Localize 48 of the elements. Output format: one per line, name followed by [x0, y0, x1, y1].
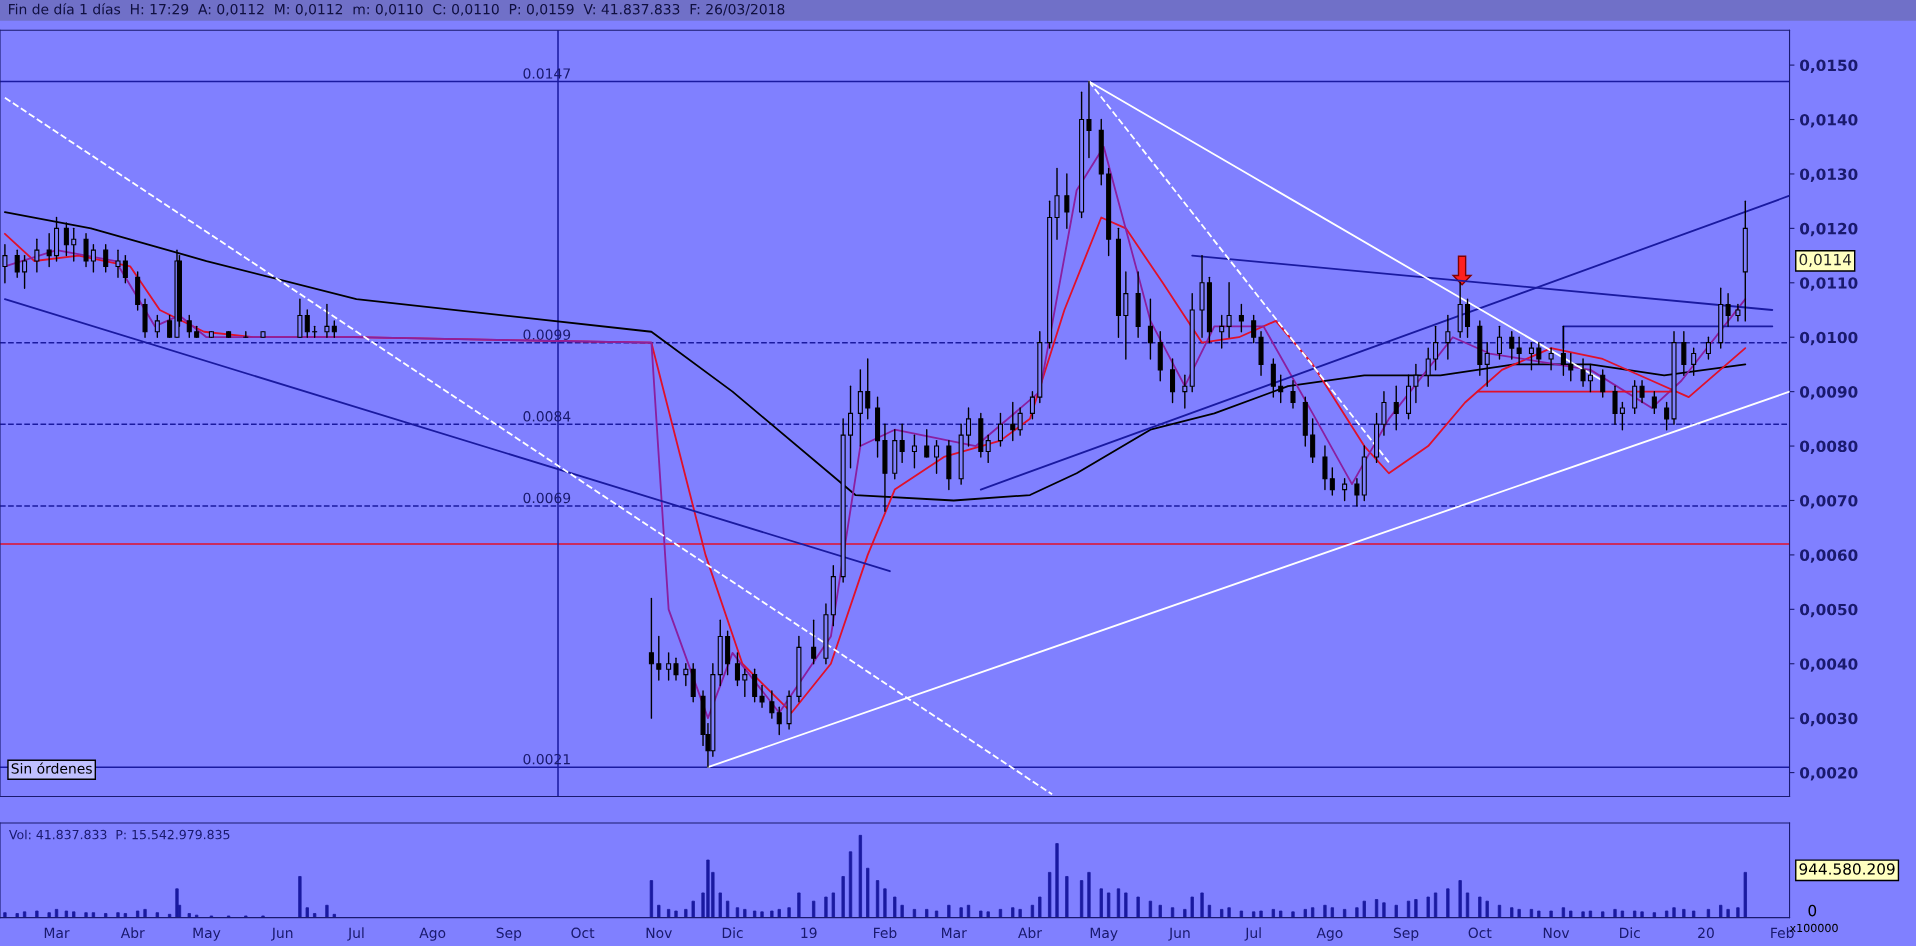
- x-tick-label: Abr: [120, 927, 145, 939]
- ref-line-label: 0.0147: [523, 68, 570, 79]
- y-tick-label: 0,0120: [1800, 222, 1858, 237]
- ref-line-label: 0.0069: [523, 492, 571, 504]
- x-tick-label: Jun: [1168, 927, 1190, 941]
- x-tick-label: Ago: [419, 927, 446, 941]
- x-tick-label: Sep: [496, 927, 522, 941]
- text: 944.580.209: [1799, 863, 1895, 875]
- y-tick-label: 0,0060: [1800, 549, 1858, 563]
- x-tick-label: Abr: [1018, 927, 1042, 939]
- x-tick-label: Jul: [347, 927, 364, 941]
- x-tick-label: Nov: [1543, 927, 1570, 939]
- x-tick-label: Ago: [1316, 927, 1343, 941]
- text: 0: [1808, 904, 1817, 917]
- y-tick-label: 0,0050: [1800, 603, 1858, 618]
- y-tick-label: 0,0130: [1800, 168, 1858, 182]
- x-tick-label: Dic: [722, 927, 743, 939]
- x-tick-label: 20: [1698, 927, 1714, 939]
- x-tick-label: Dic: [1620, 927, 1640, 939]
- y-tick-label: 0,0140: [1800, 113, 1858, 128]
- y-tick-label: 0,0090: [1800, 386, 1858, 400]
- ref-line-label: 0.0084: [523, 411, 571, 422]
- text: 0,0114: [1799, 253, 1852, 267]
- x-tick-label: Jun: [271, 927, 293, 941]
- x-tick-label: Sep: [1393, 927, 1419, 941]
- x-tick-label: May: [193, 927, 221, 941]
- x-tick-label: Jul: [1244, 927, 1261, 941]
- ref-line-label: 0.0021: [523, 753, 570, 765]
- x-tick-label: Mar: [44, 927, 70, 939]
- ref-line-label: 0.0099: [523, 329, 571, 340]
- x-tick-label: Oct: [1468, 927, 1492, 939]
- x-tick-label: Feb: [874, 927, 897, 939]
- chart-title: Fin de día 1 días H: 17:29 A: 0,0112 M: 0,0112 m: 0,0110 C: 0,0110 P: 0,0159 V: 41.837.833 F: 26/03/2018: [9, 3, 785, 16]
- y-tick-label: 0,0030: [1800, 712, 1858, 727]
- x-tick-label: Nov: [646, 927, 672, 939]
- chart-title: Vol: 41.837.833 P: 15.542.979.835: [9, 829, 230, 840]
- x-tick-label: Mar: [942, 927, 967, 939]
- y-tick-label: 0,0080: [1800, 440, 1858, 455]
- y-tick-label: 0,0150: [1800, 59, 1858, 74]
- y-tick-label: 0,0020: [1800, 767, 1858, 781]
- annotation: Sin órdenes: [11, 762, 92, 774]
- y-tick-label: 0,0110: [1800, 277, 1858, 291]
- x-tick-label: 19: [801, 927, 817, 939]
- y-tick-label: 0,0040: [1800, 658, 1858, 672]
- x-tick-label: Oct: [571, 927, 595, 939]
- y-tick-label: 0,0070: [1800, 494, 1858, 509]
- y-tick-label: 0,0100: [1800, 331, 1858, 346]
- x-tick-label: May: [1090, 927, 1118, 941]
